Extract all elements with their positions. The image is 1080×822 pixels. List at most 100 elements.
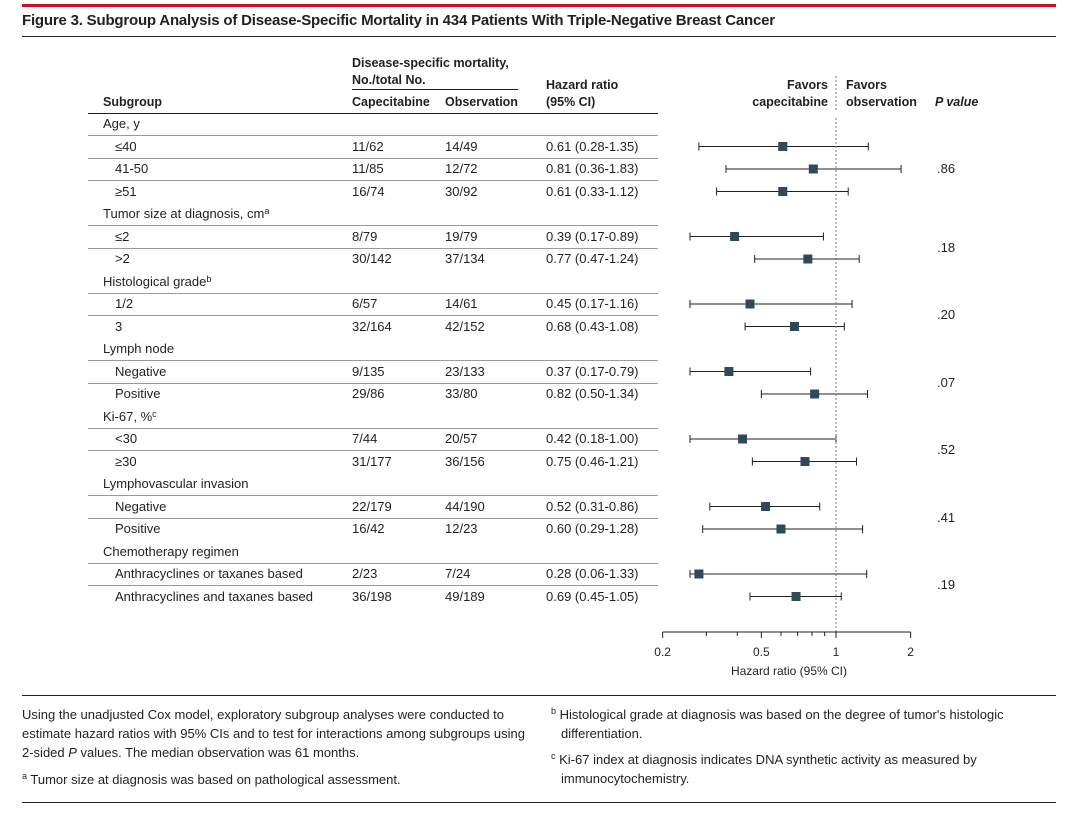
hr-marker (789, 322, 799, 331)
row-divider (88, 157, 658, 159)
group-label-wrap: Ki-67, %c (103, 409, 157, 425)
capecitabine-cell: 7/44 (352, 431, 378, 446)
group-p-value: .86 (937, 161, 956, 176)
title-divider (22, 36, 1056, 37)
hazard-ratio-cell: 0.45 (0.17-1.16) (546, 296, 639, 311)
hr-marker (800, 457, 810, 466)
observation-cell: 36/156 (445, 453, 485, 469)
hr-marker (778, 142, 788, 151)
hazard-ratio-cell: 0.69 (0.45-1.05) (546, 588, 639, 604)
footnote-c-mark: c (551, 751, 556, 761)
footnote-bottom-rule (22, 802, 1056, 803)
observation-cell: 19/79 (445, 228, 478, 244)
group-label: Histological grade (103, 273, 207, 289)
footnote-b-mark: b (551, 706, 557, 716)
mortality-header-line1: Disease-specific mortality, (352, 56, 509, 70)
observation-cell: 23/133 (445, 363, 485, 379)
x-tick-label: 0.5 (753, 645, 770, 659)
hazard-ratio-cell: 0.61 (0.28-1.35) (546, 138, 639, 154)
capecitabine-cell: 32/164 (352, 318, 392, 334)
footnote-a: a Tumor size at diagnosis was based on p… (22, 770, 527, 789)
row-label: 1/2 (115, 296, 134, 311)
row-label: >2 (115, 251, 130, 266)
group-label: Lymph node (103, 341, 175, 356)
footnote-b: b Histological grade at diagnosis was ba… (551, 705, 1066, 743)
footnote-main-part2: values. The median observation was 61 mo… (76, 745, 360, 760)
hazard-ratio-cell: 0.60 (0.29-1.28) (546, 521, 639, 536)
observation-cell: 12/23 (445, 521, 478, 536)
hazard-ratio-cell: 0.42 (0.18-1.00) (546, 431, 639, 446)
hr-marker (730, 232, 740, 241)
favors-capecitabine-line1: Favors (787, 78, 828, 92)
capecitabine-cell: 29/86 (352, 386, 385, 401)
hazard-ratio-cell: 0.75 (0.46-1.21) (546, 453, 639, 469)
group-p-value: .07 (937, 374, 956, 390)
observation-cell: 30/92 (445, 183, 478, 199)
hr-marker (810, 389, 820, 399)
footnote-c-text: Ki-67 index at diagnosis indicates DNA s… (559, 752, 977, 786)
group-label: Tumor size at diagnosis, cm (103, 206, 265, 221)
hr-marker (738, 434, 748, 444)
top-accent-bar (22, 4, 1056, 7)
row-label: Positive (115, 521, 161, 536)
row-divider (88, 517, 658, 519)
group-p-value: .41 (937, 509, 956, 525)
hr-marker (761, 502, 771, 511)
hr-marker (803, 254, 813, 264)
observation-cell: 49/189 (445, 588, 485, 604)
observation-cell: 33/80 (445, 386, 478, 401)
capecitabine-cell: 11/85 (352, 161, 384, 176)
row-label: 41-50 (115, 161, 149, 176)
x-axis-title: Hazard ratio (95% CI) (730, 664, 848, 678)
observation-cell: 14/49 (445, 138, 478, 154)
observation-cell: 44/190 (445, 498, 485, 514)
group-label-footnote-mark: a (264, 206, 270, 216)
group-label: Lymphovascular invasion (103, 476, 249, 491)
subgroup-header: Subgroup (103, 95, 163, 109)
row-label: ≤2 (115, 228, 130, 244)
mortality-header-line2: No./total No. (352, 73, 426, 87)
footnote-a-mark: a (22, 771, 28, 781)
observation-cell: 7/24 (445, 566, 471, 581)
capecitabine-cell: 8/79 (352, 228, 378, 244)
hazard-ratio-cell: 0.37 (0.17-0.79) (546, 363, 639, 379)
group-label: Age, y (103, 116, 140, 131)
capecitabine-cell: 36/198 (352, 588, 392, 604)
hazard-ratio-header-line1: Hazard ratio (546, 78, 619, 92)
favors-observation-line1: Favors (846, 78, 887, 92)
group-p-value: .18 (937, 239, 956, 255)
group-label-wrap: Tumor size at diagnosis, cma (103, 206, 269, 222)
row-divider (88, 180, 658, 181)
row-divider (88, 247, 658, 249)
observation-cell: 42/152 (445, 318, 485, 334)
x-tick-label: 0.2 (654, 645, 671, 659)
mortality-header-rule (352, 89, 518, 90)
capecitabine-cell: 9/135 (352, 363, 385, 379)
row-divider (88, 585, 658, 586)
group-label-wrap: Histological gradeb (103, 274, 211, 290)
row-label: Negative (115, 363, 167, 379)
row-label: <30 (115, 431, 138, 446)
row-divider (88, 562, 658, 564)
row-label: ≤40 (115, 138, 137, 154)
observation-cell: 12/72 (445, 161, 478, 176)
hr-marker (776, 524, 786, 534)
group-p-value: .19 (937, 577, 956, 593)
group-p-value: .20 (937, 307, 956, 323)
footnote-b-text: Histological grade at diagnosis was base… (559, 707, 1004, 741)
hazard-ratio-header-line2: (95% CI) (546, 95, 596, 109)
hr-marker (778, 187, 788, 196)
x-tick-label: 2 (907, 645, 914, 659)
group-label: Chemotherapy regimen (103, 543, 239, 559)
footnote-a-text: Tumor size at diagnosis was based on pat… (30, 772, 401, 787)
hr-marker (791, 592, 801, 601)
row-divider (88, 360, 658, 361)
hazard-ratio-cell: 0.39 (0.17-0.89) (546, 228, 639, 244)
group-label-footnote-mark: b (206, 273, 212, 284)
capecitabine-header: Capecitabine (352, 95, 430, 109)
x-tick-label: 1 (832, 645, 840, 659)
hazard-ratio-cell: 0.28 (0.06-1.33) (546, 566, 639, 581)
footnote-top-rule (22, 695, 1056, 696)
observation-cell: 14/61 (445, 296, 478, 311)
row-label: Negative (115, 498, 167, 514)
